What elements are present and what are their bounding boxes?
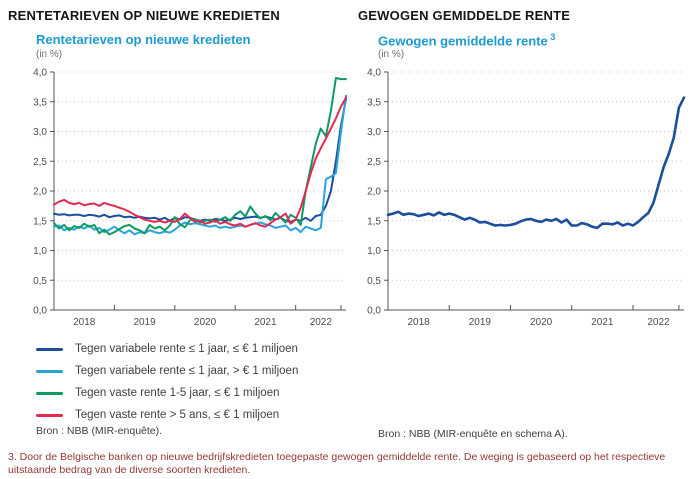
left-chart-subtitle: Rentetarieven op nieuwe kredieten: [36, 32, 251, 47]
legend-line-swatch-green: [36, 391, 63, 395]
left-panel-title: RENTETARIEVEN OP NIEUWE KREDIETEN: [8, 8, 280, 23]
left-chart-panel: RENTETARIEVEN OP NIEUWE KREDIETEN Rentet…: [8, 8, 352, 437]
svg-text:1,0: 1,0: [33, 246, 47, 257]
svg-text:3,0: 3,0: [33, 127, 47, 138]
right-chart-svg: 0,0 0,5 1,0 1,5 2,0 2,5 3,0 3,5 4,0 2018 2019 2020 2…: [367, 68, 686, 328]
svg-text:2020: 2020: [530, 317, 553, 328]
legend-item: Tegen vaste rente > 5 ans, ≤ € 1 miljoen: [36, 408, 298, 422]
svg-text:0,5: 0,5: [367, 276, 381, 287]
right-chart-source: Bron : NBB (MIR-enquête en schema A).: [378, 428, 568, 440]
left-chart-source: Bron : NBB (MIR-enquête).: [36, 425, 163, 437]
svg-text:2022: 2022: [310, 317, 333, 328]
svg-text:3,0: 3,0: [367, 127, 381, 138]
footnote-reference: 3: [550, 32, 556, 42]
legend-label: Tegen variabele rente ≤ 1 jaar, ≤ € 1 mi…: [75, 343, 298, 355]
svg-text:1,5: 1,5: [33, 216, 47, 227]
right-chart-subtitle: Gewogen gemiddelde rente 3: [378, 32, 555, 48]
left-chart-legend: Tegen variabele rente ≤ 1 jaar, ≤ € 1 mi…: [36, 342, 298, 430]
svg-text:2022: 2022: [647, 317, 670, 328]
svg-text:0,5: 0,5: [33, 276, 47, 287]
legend-item: Tegen variabele rente ≤ 1 jaar, ≤ € 1 mi…: [36, 342, 298, 356]
legend-item: Tegen vaste rente 1-5 jaar, ≤ € 1 miljoe…: [36, 386, 298, 400]
svg-text:2019: 2019: [133, 317, 156, 328]
footnote: 3. Door de Belgische banken op nieuwe be…: [8, 451, 666, 477]
svg-text:2,5: 2,5: [33, 157, 47, 168]
left-chart-unit: (in %): [36, 49, 63, 60]
svg-text:0,0: 0,0: [367, 306, 381, 317]
svg-text:2,5: 2,5: [367, 157, 381, 168]
svg-text:1,5: 1,5: [367, 216, 381, 227]
svg-text:2,0: 2,0: [367, 187, 381, 198]
svg-text:2,0: 2,0: [33, 187, 47, 198]
svg-text:2019: 2019: [469, 317, 492, 328]
right-panel-title: GEWOGEN GEMIDDELDE RENTE: [358, 8, 571, 23]
svg-text:2020: 2020: [194, 317, 217, 328]
right-chart-unit: (in %): [378, 49, 405, 60]
svg-text:1,0: 1,0: [367, 246, 381, 257]
svg-text:0,0: 0,0: [33, 306, 47, 317]
svg-text:4,0: 4,0: [33, 68, 47, 79]
svg-text:2018: 2018: [73, 317, 96, 328]
right-chart-subtitle-text: Gewogen gemiddelde rente: [378, 33, 548, 49]
legend-label: Tegen vaste rente 1-5 jaar, ≤ € 1 miljoe…: [75, 387, 280, 399]
svg-text:4,0: 4,0: [367, 68, 381, 79]
legend-line-swatch-dark-blue: [36, 347, 63, 351]
right-chart-panel: GEWOGEN GEMIDDELDE RENTE Gewogen gemidde…: [358, 8, 696, 440]
svg-text:3,5: 3,5: [367, 97, 381, 108]
svg-text:3,5: 3,5: [33, 97, 47, 108]
svg-text:2018: 2018: [407, 317, 430, 328]
legend-label: Tegen variabele rente ≤ 1 jaar, > € 1 mi…: [75, 365, 299, 377]
legend-line-swatch-light-blue: [36, 369, 63, 373]
legend-label: Tegen vaste rente > 5 ans, ≤ € 1 miljoen: [75, 409, 280, 421]
legend-item: Tegen variabele rente ≤ 1 jaar, > € 1 mi…: [36, 364, 298, 378]
legend-line-swatch-red: [36, 413, 63, 417]
svg-text:2021: 2021: [254, 317, 277, 328]
svg-text:2021: 2021: [591, 317, 614, 328]
left-chart-svg: 0,0 0,5 1,0 1,5 2,0 2,5 3,0 3,5 4,0 2018 2019 2020 2…: [33, 68, 347, 328]
